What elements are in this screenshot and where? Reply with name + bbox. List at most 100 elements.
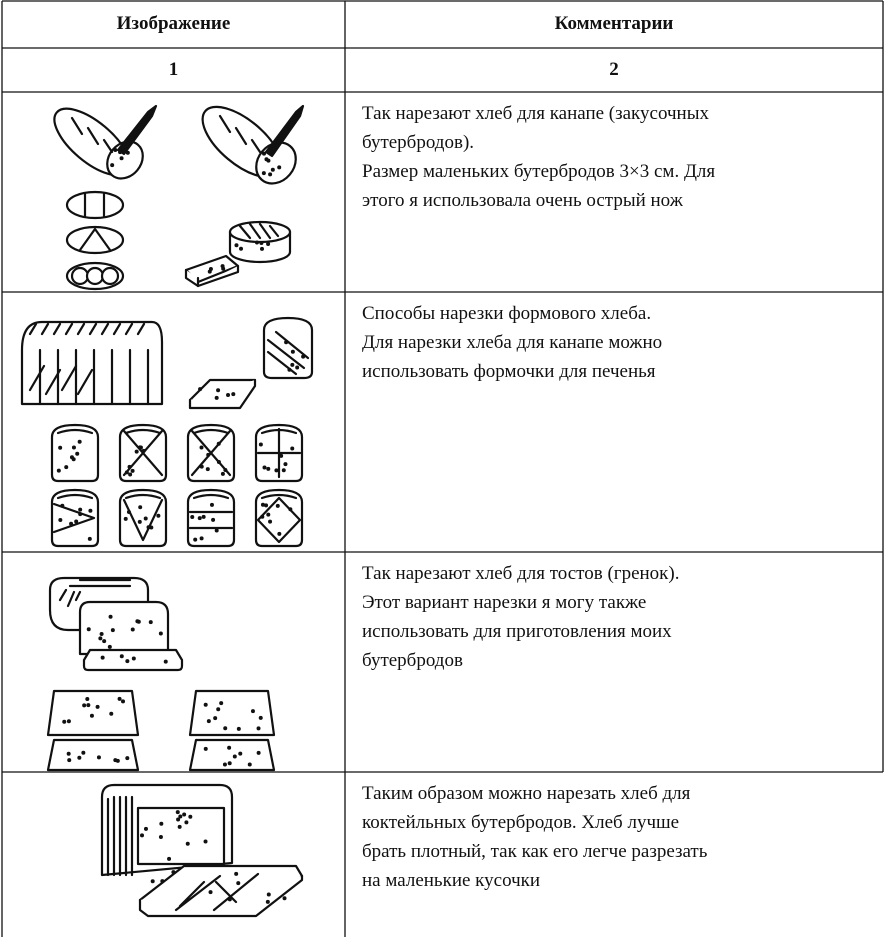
drawing-detail	[98, 636, 103, 641]
comment-line: использовать формочки для печенья	[362, 361, 656, 382]
drawing-detail	[171, 870, 176, 875]
drawing-detail	[110, 163, 115, 168]
drawing-detail	[136, 619, 141, 624]
drawing-detail	[256, 750, 261, 755]
drawing-detail	[115, 758, 120, 763]
drawing-detail	[247, 762, 252, 767]
drawing-detail	[128, 472, 133, 477]
drawing-detail	[261, 171, 266, 176]
drawing-detail	[89, 713, 94, 718]
drawing-detail	[138, 445, 143, 450]
comment-line: Таким образом можно нарезать хлеб для	[362, 783, 691, 804]
drawing-detail	[186, 423, 236, 483]
drawing-detail	[198, 387, 203, 392]
drawing-detail	[279, 453, 284, 458]
comment-line: Так нарезают хлеб для канапе (закусочных	[362, 103, 709, 124]
drawing-detail	[260, 502, 265, 507]
drawing-detail	[150, 879, 155, 884]
drawing-detail	[81, 750, 86, 755]
drawing-detail	[159, 821, 164, 826]
drawing-detail	[227, 761, 232, 766]
drawing-detail	[167, 856, 172, 861]
drawing-detail	[86, 627, 91, 632]
drawing-detail	[266, 241, 271, 246]
header-cell: Комментарии	[554, 13, 674, 34]
drawing-detail	[208, 267, 213, 272]
drawing-detail	[99, 631, 104, 636]
drawing-detail	[264, 157, 269, 162]
comment-line: использовать для приготовления моих	[362, 621, 672, 642]
drawing-detail	[100, 655, 105, 660]
drawing-detail	[222, 762, 227, 767]
drawing-detail	[143, 826, 148, 831]
drawing-detail	[284, 340, 289, 345]
drawing-detail	[127, 464, 132, 469]
drawing-detail	[119, 654, 124, 659]
drawing-detail	[260, 514, 265, 519]
drawing-detail	[117, 696, 122, 701]
drawing-detail	[288, 507, 293, 512]
drawing-detail	[275, 503, 280, 508]
drawing-detail	[102, 639, 107, 644]
drawing-detail	[234, 871, 239, 876]
drawing-detail	[219, 701, 224, 706]
drawing-detail	[259, 246, 264, 251]
comment-line: на маленькие кусочки	[362, 870, 541, 891]
drawing-detail	[290, 446, 295, 451]
drawing-detail	[177, 824, 182, 829]
drawing-detail	[190, 429, 232, 477]
drawing-detail	[268, 172, 273, 177]
drawing-detail	[186, 488, 236, 548]
drawing-detail	[259, 241, 264, 246]
drawing-detail	[87, 536, 92, 541]
drawing-detail	[238, 751, 243, 756]
drawing-detail	[254, 240, 259, 245]
drawing-detail	[203, 702, 208, 707]
drawing-detail	[77, 439, 82, 444]
drawing-detail	[66, 751, 71, 756]
drawing-detail	[56, 493, 94, 500]
drawing-detail	[118, 488, 168, 548]
comment-line: этого я использовала очень острый нож	[362, 190, 683, 211]
comment-line: коктейльных бутербродов. Хлеб лучше	[362, 812, 680, 833]
drawing-detail	[199, 445, 204, 450]
drawing-detail	[124, 470, 129, 475]
drawing-detail	[50, 423, 100, 483]
drawing-detail	[232, 754, 237, 759]
drawing-detail	[176, 817, 181, 822]
drawing-detail	[64, 465, 69, 470]
drawing-detail	[254, 423, 304, 483]
drawing-detail	[182, 812, 187, 817]
drawing-detail	[256, 726, 261, 731]
drawing-detail	[138, 505, 143, 510]
drawing-detail	[205, 467, 210, 472]
drawing-detail	[125, 150, 130, 155]
drawing-detail	[178, 814, 183, 819]
drawing-detail	[239, 246, 244, 251]
drawing-detail	[258, 715, 263, 720]
drawing-detail	[209, 502, 214, 507]
drawing-detail	[125, 756, 130, 761]
drawing-detail	[74, 519, 79, 524]
drawing-detail	[124, 493, 162, 500]
drawing-detail	[274, 468, 279, 473]
drawing-detail	[216, 460, 221, 465]
drawing-detail	[78, 512, 83, 517]
drawing-detail	[261, 151, 266, 156]
drawing-detail	[227, 745, 232, 750]
drawing-detail	[50, 488, 100, 548]
drawing-detail	[140, 833, 145, 838]
drawing-detail	[143, 516, 148, 521]
drawing-detail	[193, 537, 198, 542]
drawing-detail	[175, 810, 180, 815]
column-number: 2	[609, 59, 619, 80]
drawing-detail	[160, 879, 165, 884]
drawing-detail	[186, 488, 236, 548]
drawing-detail	[130, 627, 135, 632]
comment-line: бутербродов	[362, 650, 463, 671]
drawing-detail	[110, 628, 115, 633]
drawing-detail	[60, 503, 65, 508]
drawing-detail	[211, 517, 216, 522]
drawing-detail	[277, 531, 282, 536]
